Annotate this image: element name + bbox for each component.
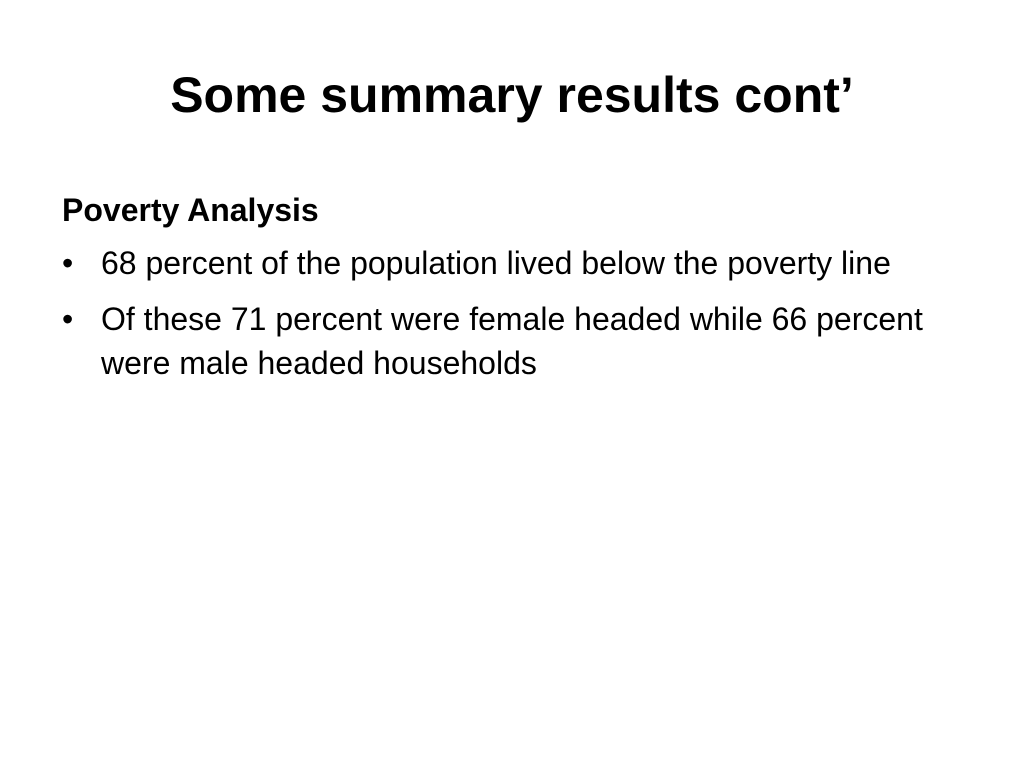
bullet-item: • 68 percent of the population lived belo…: [62, 241, 942, 285]
bullet-text: 68 percent of the population lived below…: [101, 245, 891, 281]
bullet-text: Of these 71 percent were female headed w…: [101, 301, 923, 381]
section-heading: Poverty Analysis: [62, 192, 319, 228]
content: Poverty Analysis • 68 percent of the popu…: [62, 192, 942, 397]
bullet-marker: •: [62, 245, 74, 281]
bullet-list: • 68 percent of the population lived belo…: [62, 241, 942, 385]
slide-title: Some summary results cont’: [170, 67, 854, 123]
bullet-marker: •: [62, 301, 74, 337]
bullet-item: • Of these 71 percent were female headed …: [62, 297, 942, 385]
